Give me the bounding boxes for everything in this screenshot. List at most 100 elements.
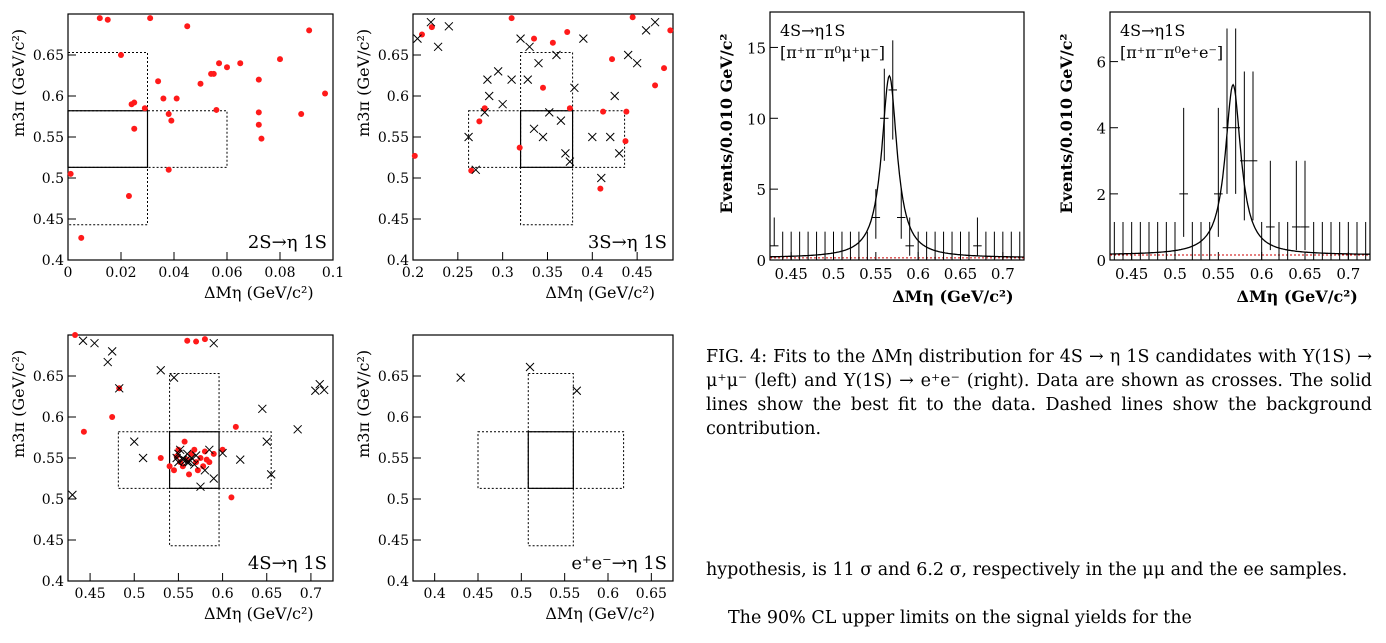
data-point	[778, 231, 787, 261]
plot-label: 3S→η 1S	[588, 232, 667, 253]
data-point	[277, 56, 283, 63]
data-point	[1283, 221, 1292, 261]
data-point-cross	[498, 99, 508, 109]
y-tick-label: 0.5	[387, 171, 409, 187]
data-point-cross	[578, 34, 588, 43]
data-point	[837, 231, 847, 261]
data-point	[516, 144, 523, 151]
data-point	[981, 231, 991, 261]
x-tick-label: 0.45	[1115, 265, 1148, 283]
data-point-cross	[319, 385, 329, 395]
y-tick-label: 0.45	[33, 212, 64, 228]
x-tick-label: 0.7	[991, 265, 1015, 283]
data-point-cross	[191, 451, 201, 460]
data-point	[846, 231, 855, 261]
data-point	[1274, 221, 1284, 261]
x-axis-label: ΔMη (GeV/c²)	[892, 287, 1013, 306]
data-point	[298, 111, 305, 118]
y-tick-label: 0.65	[33, 48, 64, 64]
y-tick-label: 2	[1096, 186, 1106, 204]
data-point-cross	[310, 386, 320, 396]
data-point	[157, 455, 164, 461]
data-point	[1170, 221, 1180, 261]
data-point	[600, 108, 607, 115]
plot-sublabel: [π⁺π⁻π⁰μ⁺μ⁻]	[780, 43, 885, 62]
data-point	[224, 64, 230, 71]
data-point	[549, 39, 556, 46]
data-point	[165, 166, 172, 173]
x-tick-label: 0.5	[510, 586, 532, 602]
x-tick-label: 0.04	[158, 265, 189, 281]
data-point-cross	[78, 336, 88, 346]
data-point	[629, 14, 636, 21]
data-point	[1309, 221, 1318, 261]
x-tick-label: 0.55	[859, 265, 892, 283]
plot-label: 4S→η 1S	[248, 553, 327, 574]
y-tick-label: 0.55	[378, 451, 409, 467]
data-point	[1214, 107, 1223, 237]
data-point	[147, 15, 154, 22]
data-point	[820, 231, 830, 261]
data-point	[210, 70, 217, 77]
y-axis-label: m3π (GeV/c²)	[354, 29, 373, 137]
data-point-cross	[200, 465, 210, 475]
y-axis-label: m3π (GeV/c²)	[9, 29, 28, 137]
y-tick-label: 0.65	[33, 369, 64, 385]
data-point-cross	[204, 445, 214, 455]
data-point	[564, 29, 571, 36]
data-point	[1015, 231, 1024, 261]
y-axis-label: Events/0.010 GeV/c²	[717, 34, 736, 214]
data-point-cross	[426, 17, 436, 27]
data-point	[306, 27, 313, 34]
y-tick-label: 10	[747, 110, 766, 128]
data-point	[508, 15, 515, 22]
x-tick-label: 0.35	[532, 265, 563, 281]
fit-plot-mumu: 0.45 0.5 0.55 0.6 0.65 0.7 0 5 10 15 4S→η1S [π⁺π⁻π⁰…	[700, 0, 1040, 318]
data-point	[1136, 221, 1145, 261]
data-point	[193, 338, 200, 345]
data-point	[255, 109, 262, 116]
y-tick-label: 0.6	[42, 410, 64, 426]
data-point-cross	[184, 457, 194, 467]
data-point-cross	[456, 373, 466, 382]
dotted-box	[67, 52, 148, 226]
data-point	[255, 121, 262, 128]
x-tick-label: 0.55	[1202, 265, 1235, 283]
x-tick-label: 0.4	[581, 265, 603, 281]
data-point-cross	[493, 67, 503, 76]
data-point-cross	[614, 149, 624, 158]
data-point	[566, 105, 573, 112]
x-tick-label: 0.45	[462, 586, 493, 602]
x-tick-label: 0.25	[442, 265, 473, 281]
data-point-cross	[552, 50, 561, 60]
data-point	[973, 217, 982, 256]
y-tick-label: 0.45	[33, 533, 64, 549]
data-point-cross	[570, 83, 579, 93]
data-point	[131, 125, 138, 132]
y-tick-label: 0.55	[33, 130, 64, 146]
data-point	[168, 117, 175, 124]
data-point-cross	[103, 357, 113, 367]
data-point-cross	[523, 75, 533, 84]
plot-label: 2S→η 1S	[248, 232, 327, 253]
data-point	[1352, 221, 1362, 261]
signal-box	[168, 431, 220, 489]
signal-box	[527, 431, 574, 489]
data-point	[998, 231, 1008, 261]
data-point	[947, 231, 957, 261]
scatter-plot-4s: 0.45 0.5 0.55 0.6 0.65 0.7 0.4 0.45 0.5 0.55 0.6 0.…	[0, 321, 345, 639]
x-axis-label: ΔMη (GeV/c²)	[204, 283, 314, 302]
data-point-cross	[196, 482, 205, 492]
signal-box	[67, 110, 149, 168]
data-point-cross	[90, 338, 99, 348]
data-point	[1266, 160, 1275, 251]
data-point	[964, 231, 974, 261]
data-point	[956, 231, 965, 261]
x-tick-label: 0.06	[211, 265, 242, 281]
data-point-cross	[209, 474, 219, 483]
data-point	[258, 135, 265, 142]
data-point	[854, 231, 864, 261]
data-point-cross	[556, 116, 566, 125]
data-point	[888, 40, 897, 140]
data-point-cross	[587, 132, 597, 142]
